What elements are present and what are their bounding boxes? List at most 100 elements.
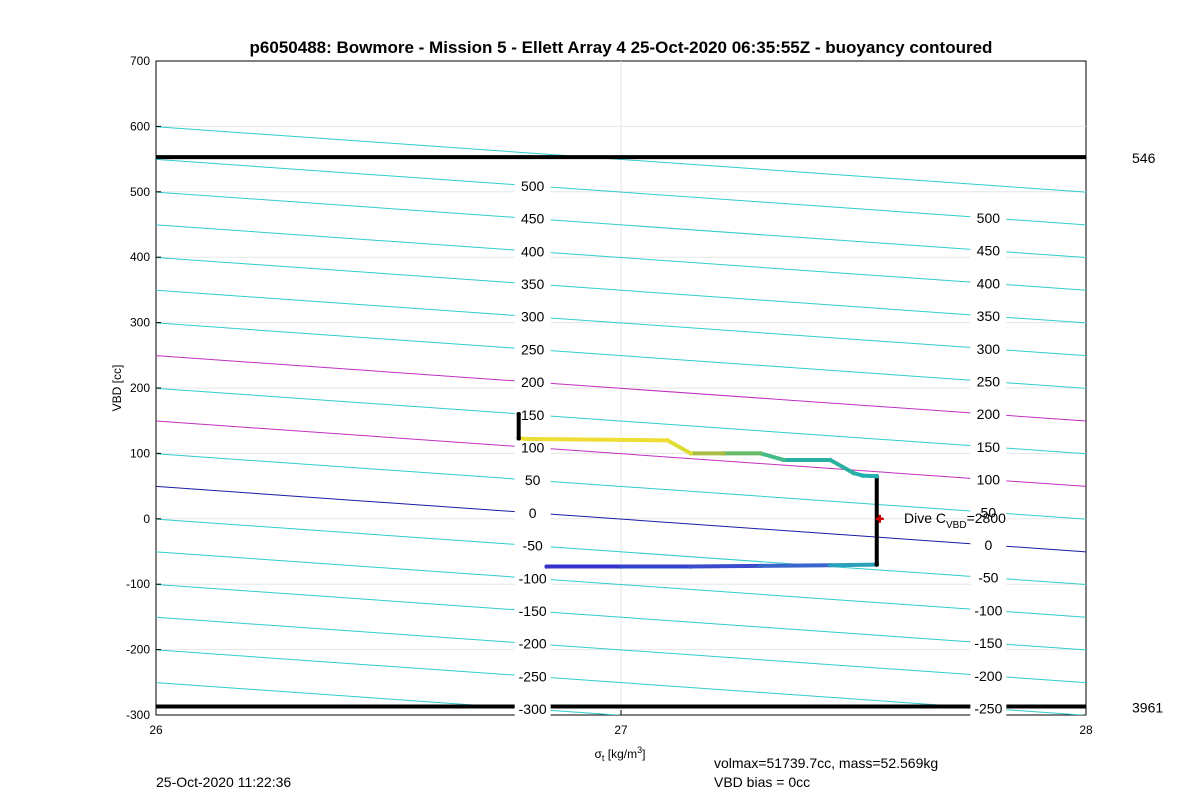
contour-label: 250	[521, 341, 545, 357]
dive-trace-point	[758, 451, 763, 456]
contour-label-bg	[970, 308, 1007, 325]
dive-trace-point	[618, 564, 624, 569]
contour-label: 500	[521, 178, 545, 194]
contour-line	[156, 485, 1086, 553]
contour-label: -150	[974, 635, 1002, 651]
dive-trace-segment	[688, 563, 763, 569]
contour-label: 0	[984, 537, 992, 553]
contour-label: -150	[519, 603, 547, 619]
y-tick-label: -200	[126, 643, 150, 657]
dive-trace-segment	[758, 563, 833, 568]
dive-trace-point	[688, 451, 693, 456]
contour-line	[156, 616, 1086, 684]
dive-trace-point	[544, 564, 549, 569]
contour-label-bg	[970, 209, 1007, 226]
contour-label: 350	[521, 276, 545, 292]
contour-line	[156, 191, 1086, 259]
contour-label-bg	[514, 603, 551, 620]
contour-label-bg	[970, 242, 1007, 259]
contour-label-bg	[514, 439, 551, 456]
dive-trace-segment	[758, 451, 786, 462]
dive-trace-point	[828, 563, 833, 568]
contour-label-bg	[970, 635, 1007, 652]
contour-label-bg	[970, 667, 1007, 684]
dive-trace-point	[860, 473, 865, 478]
y-tick-label: -300	[126, 708, 150, 722]
contour-label: 450	[521, 211, 545, 227]
contour-line	[156, 322, 1086, 389]
vbd-limit-lines	[156, 155, 1086, 709]
contour-line	[156, 551, 1086, 618]
contour-label-bg	[514, 276, 551, 293]
y-tick-label: 600	[130, 119, 150, 133]
contour-label-bg	[514, 504, 551, 521]
contour-label: 400	[977, 275, 1001, 291]
contour-label-bg	[514, 308, 551, 325]
dive-trace-segment	[860, 473, 879, 479]
x-tick-label: 26	[149, 723, 163, 737]
contour-label-bg	[970, 700, 1007, 717]
y-tick-label: 400	[130, 250, 150, 264]
contour-line	[156, 289, 1086, 357]
contour-label: 300	[977, 341, 1001, 357]
contour-label-bg	[970, 569, 1007, 586]
contour-label-bg	[970, 602, 1007, 619]
contour-label-bg	[514, 668, 551, 685]
contour-line	[156, 355, 1086, 422]
x-tick-label: 27	[614, 723, 628, 737]
contour-label: 200	[521, 374, 545, 390]
contour-label-bg	[514, 374, 551, 391]
contour-label-bg	[514, 243, 551, 260]
dive-trace-point	[874, 474, 879, 479]
dive-trace-point	[516, 436, 521, 441]
contour-label: -300	[519, 701, 547, 717]
contour-label: 400	[521, 243, 545, 259]
dive-trace-point	[828, 457, 833, 463]
contour-line	[156, 649, 1086, 715]
contour-label-bg	[514, 406, 551, 423]
contour-label-bg	[970, 406, 1007, 423]
contour-line	[156, 453, 1086, 520]
vbd-limit-label: 3961	[1132, 699, 1163, 715]
contour-label: 0	[529, 505, 537, 521]
dive-trace-point	[874, 562, 879, 567]
contour-label: -50	[523, 538, 543, 554]
dive-trace-segment	[828, 562, 879, 568]
x-tick-label: 28	[1079, 723, 1093, 737]
contour-label: 250	[977, 373, 1001, 389]
contour-label: 200	[977, 406, 1001, 422]
dive-c-vbd-label: Dive CVBD=2800	[904, 510, 1006, 531]
contour-line	[156, 158, 1086, 226]
dive-trace-point	[595, 437, 600, 442]
contour-label-bg	[970, 340, 1007, 357]
dive-c-vbd: Dive CVBD=2800	[875, 510, 1006, 531]
y-tick-label: 200	[130, 381, 150, 395]
x-axis-label: σt [kg/m3]	[595, 745, 646, 763]
footer-volmax-mass: volmax=51739.7cc, mass=52.569kg	[714, 755, 939, 771]
contour-label: 450	[977, 243, 1001, 259]
contour-label-bg	[514, 177, 551, 194]
contour-line	[156, 518, 1086, 586]
contour-label-bg	[970, 438, 1007, 455]
contour-label: -200	[974, 668, 1002, 684]
contour-line	[156, 387, 1086, 455]
y-tick-label: -100	[126, 577, 150, 591]
contour-label-bg	[970, 373, 1007, 390]
contour-label-bg	[970, 471, 1007, 488]
dive-trace-point	[758, 563, 763, 569]
dive-trace-point	[781, 457, 786, 463]
dive-trace-segment	[526, 437, 600, 442]
contour-line	[156, 584, 1086, 651]
dive-trace-segment	[828, 457, 856, 476]
contour-label: 500	[977, 210, 1001, 226]
contour-label: 150	[977, 439, 1001, 455]
buoyancy-contours	[156, 126, 1086, 715]
contour-label: 50	[525, 472, 541, 488]
y-tick-label: 0	[143, 512, 150, 526]
contour-line	[156, 224, 1086, 291]
contour-label: 350	[977, 308, 1001, 324]
dive-trace-point	[851, 470, 856, 476]
footer-vbd-bias: VBD bias = 0cc	[714, 774, 811, 790]
contour-label: 50	[981, 504, 997, 520]
contour-label: 100	[521, 440, 545, 456]
